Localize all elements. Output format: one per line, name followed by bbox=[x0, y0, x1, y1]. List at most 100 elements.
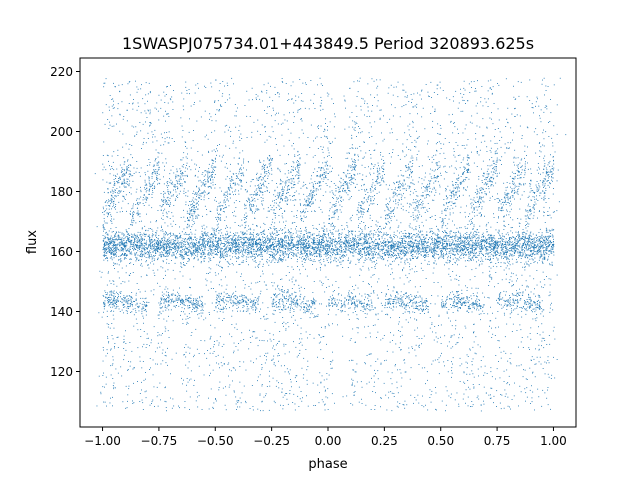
data-point bbox=[272, 242, 273, 243]
data-point bbox=[246, 237, 247, 238]
data-point bbox=[385, 243, 387, 245]
data-point bbox=[551, 234, 553, 236]
data-point bbox=[405, 252, 407, 254]
data-point bbox=[472, 253, 474, 254]
data-point bbox=[514, 241, 515, 243]
data-point bbox=[274, 246, 276, 247]
data-point bbox=[479, 250, 481, 252]
data-point bbox=[237, 248, 239, 250]
data-point bbox=[472, 245, 473, 247]
data-point bbox=[186, 240, 188, 242]
data-point bbox=[488, 243, 490, 245]
data-point bbox=[273, 256, 275, 258]
data-point bbox=[340, 257, 342, 259]
data-point bbox=[360, 257, 362, 259]
data-point bbox=[291, 249, 293, 251]
data-point bbox=[149, 255, 150, 257]
data-point bbox=[226, 226, 228, 228]
data-point bbox=[296, 250, 298, 251]
data-point bbox=[151, 236, 153, 238]
data-point bbox=[364, 241, 366, 243]
data-point bbox=[405, 236, 406, 238]
data-point bbox=[211, 245, 213, 247]
data-point bbox=[323, 253, 325, 255]
data-point bbox=[114, 242, 115, 244]
data-point bbox=[271, 256, 273, 258]
data-point bbox=[499, 235, 501, 237]
data-point bbox=[149, 247, 151, 249]
data-point bbox=[338, 235, 340, 237]
data-point bbox=[532, 241, 534, 243]
data-point bbox=[313, 233, 315, 235]
data-point bbox=[347, 259, 349, 261]
data-point bbox=[254, 258, 256, 259]
data-point bbox=[543, 252, 545, 254]
data-point bbox=[269, 256, 271, 258]
data-point bbox=[530, 253, 532, 255]
data-point bbox=[336, 243, 338, 245]
data-point bbox=[416, 248, 418, 250]
data-point bbox=[481, 241, 483, 243]
data-point bbox=[113, 241, 115, 242]
data-point bbox=[335, 246, 337, 248]
data-point bbox=[478, 251, 480, 253]
data-point bbox=[330, 225, 332, 227]
data-point bbox=[410, 255, 412, 257]
data-point bbox=[155, 253, 156, 254]
data-point bbox=[428, 245, 430, 247]
data-point bbox=[149, 243, 151, 244]
data-point bbox=[189, 246, 191, 248]
data-point bbox=[148, 238, 150, 240]
data-point bbox=[400, 254, 402, 255]
data-point bbox=[468, 234, 470, 235]
data-point bbox=[332, 252, 334, 253]
data-point bbox=[437, 246, 439, 248]
data-point bbox=[125, 253, 126, 254]
data-point bbox=[553, 243, 555, 245]
data-point bbox=[413, 250, 415, 252]
data-point bbox=[113, 243, 115, 245]
data-point bbox=[490, 240, 492, 242]
data-point bbox=[350, 231, 352, 233]
data-point bbox=[238, 256, 239, 258]
data-point bbox=[155, 234, 157, 236]
data-point bbox=[438, 237, 440, 239]
data-point bbox=[482, 247, 484, 249]
data-point bbox=[326, 243, 328, 245]
data-point bbox=[343, 242, 345, 243]
data-point bbox=[423, 248, 425, 250]
data-point bbox=[175, 256, 177, 258]
data-point bbox=[303, 243, 304, 245]
data-point bbox=[411, 251, 412, 253]
data-point bbox=[350, 251, 351, 252]
data-point bbox=[472, 244, 474, 246]
data-point bbox=[204, 258, 206, 259]
data-point bbox=[422, 255, 424, 257]
data-point bbox=[120, 259, 121, 261]
data-point bbox=[209, 259, 211, 261]
data-point bbox=[547, 246, 549, 248]
data-point bbox=[218, 244, 219, 246]
data-point bbox=[518, 241, 519, 243]
data-point bbox=[103, 259, 105, 261]
data-point bbox=[337, 249, 338, 251]
data-point bbox=[459, 244, 461, 246]
data-point bbox=[176, 235, 178, 237]
data-point bbox=[113, 247, 115, 249]
data-point bbox=[313, 259, 315, 261]
data-point bbox=[517, 241, 519, 243]
data-point bbox=[336, 257, 337, 259]
data-point bbox=[526, 233, 528, 235]
data-point bbox=[115, 244, 117, 246]
data-point bbox=[412, 250, 414, 252]
data-point bbox=[462, 248, 464, 249]
data-point bbox=[305, 244, 307, 246]
data-point bbox=[392, 244, 393, 246]
data-point bbox=[340, 250, 342, 252]
data-point bbox=[126, 255, 127, 257]
data-point bbox=[397, 246, 398, 248]
data-point bbox=[268, 242, 270, 244]
data-point bbox=[154, 245, 156, 247]
data-point bbox=[220, 242, 222, 244]
data-point bbox=[542, 242, 543, 243]
